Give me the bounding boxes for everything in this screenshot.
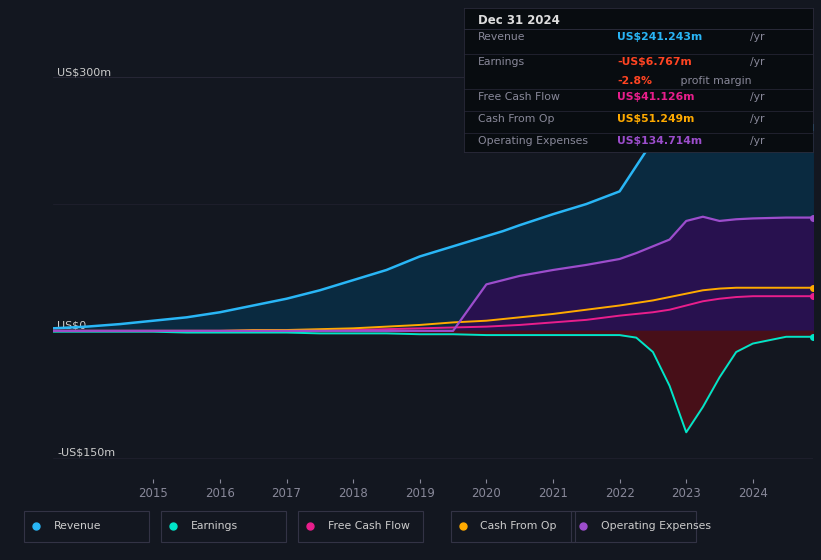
Text: -US$150m: -US$150m <box>57 447 115 458</box>
Text: Operating Expenses: Operating Expenses <box>478 136 588 146</box>
Text: /yr: /yr <box>750 32 764 41</box>
Text: /yr: /yr <box>750 114 764 124</box>
Text: Free Cash Flow: Free Cash Flow <box>328 521 410 531</box>
Text: Earnings: Earnings <box>190 521 238 531</box>
Text: /yr: /yr <box>750 57 764 67</box>
Text: -2.8%: -2.8% <box>617 77 653 86</box>
Bar <box>646 39 821 331</box>
Text: Free Cash Flow: Free Cash Flow <box>478 92 560 101</box>
Text: Operating Expenses: Operating Expenses <box>601 521 711 531</box>
Text: /yr: /yr <box>750 136 764 146</box>
Text: US$41.126m: US$41.126m <box>617 92 695 101</box>
Text: US$51.249m: US$51.249m <box>617 114 695 124</box>
Text: Revenue: Revenue <box>54 521 102 531</box>
Text: Dec 31 2024: Dec 31 2024 <box>478 13 560 27</box>
Text: US$134.714m: US$134.714m <box>617 136 703 146</box>
Text: Revenue: Revenue <box>478 32 525 41</box>
Text: -US$6.767m: -US$6.767m <box>617 57 692 67</box>
Text: Cash From Op: Cash From Op <box>480 521 557 531</box>
Text: profit margin: profit margin <box>677 77 751 86</box>
Text: US$241.243m: US$241.243m <box>617 32 703 41</box>
Text: US$0: US$0 <box>57 321 86 331</box>
Text: US$300m: US$300m <box>57 67 112 77</box>
Text: Earnings: Earnings <box>478 57 525 67</box>
Text: /yr: /yr <box>750 92 764 101</box>
Text: Cash From Op: Cash From Op <box>478 114 554 124</box>
